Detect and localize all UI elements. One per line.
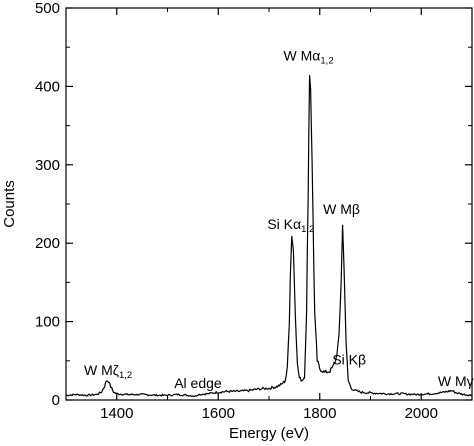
peak-annotation: W Mγ — [438, 373, 474, 389]
x-axis-label: Energy (eV) — [229, 425, 309, 442]
axis-tick-labels: 1400 1600 1800 2000 0 100 200 300 400 500 — [35, 0, 438, 422]
peak-annotation: Si Kα1,2 — [267, 216, 314, 235]
y-axis-label: Counts — [1, 180, 18, 228]
y-tick-label: 200 — [35, 235, 60, 252]
y-tick-label: 100 — [35, 314, 60, 331]
peak-annotation: W Mβ — [323, 201, 360, 217]
spectrum-line — [65, 74, 473, 397]
x-tick-label: 2000 — [405, 405, 438, 422]
peak-annotation: Al edge — [174, 375, 222, 391]
peak-annotation: Si Kβ — [332, 352, 366, 368]
x-tick-label: 1800 — [303, 405, 336, 422]
axis-ticks — [65, 7, 473, 401]
x-tick-label: 1400 — [100, 405, 133, 422]
y-tick-label: 400 — [35, 78, 60, 95]
plot-area-frame — [65, 7, 473, 401]
y-tick-label: 0 — [52, 392, 60, 409]
y-tick-label: 500 — [35, 0, 60, 17]
peak-annotation: W Mα1,2 — [284, 48, 334, 67]
peak-annotation: W Mζ1,2 — [84, 362, 132, 381]
peak-annotations: W Mζ1,2 Al edge Si Kα1,2 W Mα1,2 W Mβ Si Kβ W … — [84, 48, 474, 392]
y-tick-label: 300 — [35, 157, 60, 174]
x-tick-label: 1600 — [202, 405, 235, 422]
